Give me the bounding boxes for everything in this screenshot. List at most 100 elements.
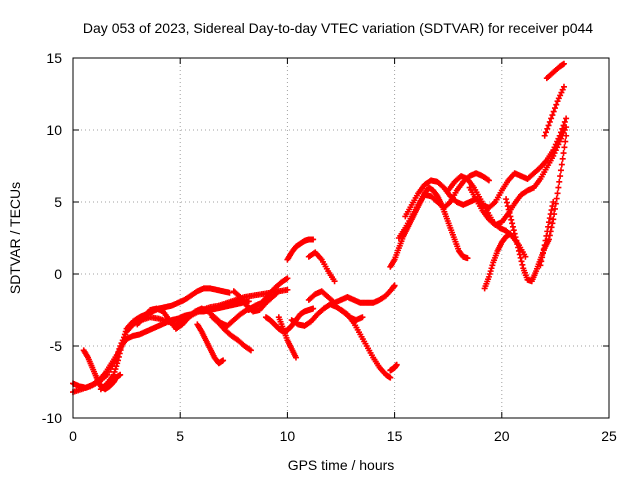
tick-labels: 0 5 10 15 20 25 -10 -5 0 5 10 15 bbox=[42, 50, 617, 444]
data-point bbox=[292, 354, 299, 361]
data-point bbox=[331, 278, 338, 285]
data-point bbox=[245, 298, 252, 305]
data-point bbox=[508, 216, 515, 223]
data-point bbox=[506, 209, 513, 216]
data-point bbox=[122, 328, 129, 335]
data-point bbox=[542, 129, 549, 136]
data-point bbox=[560, 60, 567, 67]
grid-lines bbox=[73, 58, 609, 418]
data-point bbox=[541, 132, 548, 139]
data-point bbox=[387, 374, 394, 381]
data-point bbox=[550, 108, 557, 115]
data-point bbox=[504, 203, 511, 210]
data-point bbox=[115, 353, 122, 360]
data-point bbox=[486, 271, 493, 277]
data-point bbox=[557, 173, 564, 180]
data-point bbox=[553, 195, 560, 202]
data-point bbox=[538, 258, 545, 265]
data-point bbox=[513, 237, 520, 244]
data-point bbox=[112, 366, 119, 373]
data-point bbox=[545, 223, 552, 230]
data-point bbox=[514, 241, 521, 248]
data-point bbox=[117, 347, 124, 354]
data-point bbox=[545, 219, 552, 226]
data-point bbox=[511, 230, 518, 237]
x-tick-label: 10 bbox=[280, 428, 296, 444]
data-point bbox=[488, 265, 495, 272]
data-point bbox=[118, 343, 125, 350]
x-tick-label: 5 bbox=[176, 428, 184, 444]
data-point bbox=[509, 223, 516, 230]
data-point bbox=[510, 227, 517, 234]
data-point bbox=[546, 118, 553, 125]
data-point bbox=[537, 262, 544, 269]
axis-ticks bbox=[72, 57, 610, 419]
y-tick-label: -10 bbox=[42, 410, 62, 426]
data-point bbox=[549, 220, 556, 227]
data-point bbox=[550, 199, 557, 205]
x-tick-label: 20 bbox=[494, 428, 510, 444]
y-tick-label: 15 bbox=[46, 50, 62, 66]
data-point bbox=[512, 234, 519, 241]
data-point bbox=[519, 261, 526, 268]
data-point bbox=[518, 258, 525, 265]
data-point bbox=[548, 207, 555, 214]
x-tick-label: 0 bbox=[69, 428, 77, 444]
data-point bbox=[487, 268, 494, 275]
data-point bbox=[516, 251, 523, 258]
data-point bbox=[113, 363, 120, 370]
data-point bbox=[551, 105, 558, 112]
data-point bbox=[556, 178, 563, 185]
data-point bbox=[393, 361, 400, 368]
data-point bbox=[515, 244, 522, 251]
data-point bbox=[116, 350, 123, 357]
data-point bbox=[114, 360, 121, 367]
data-point bbox=[553, 101, 560, 108]
data-point bbox=[503, 196, 510, 203]
y-tick-label: -5 bbox=[50, 338, 63, 354]
data-point bbox=[284, 275, 291, 282]
data-point bbox=[554, 190, 561, 197]
data-point bbox=[540, 246, 547, 253]
x-axis-label: GPS time / hours bbox=[288, 457, 395, 473]
data-point bbox=[247, 347, 254, 354]
data-point bbox=[111, 368, 118, 375]
data-point bbox=[115, 357, 122, 364]
data-point bbox=[503, 199, 510, 206]
data-point bbox=[548, 115, 555, 122]
plot-frame bbox=[72, 57, 610, 419]
data-point bbox=[547, 211, 554, 218]
data-point bbox=[560, 83, 567, 90]
data-point bbox=[121, 334, 128, 341]
data-point bbox=[539, 254, 546, 261]
data-point bbox=[555, 184, 562, 191]
data-points bbox=[70, 60, 570, 396]
data-point bbox=[550, 216, 557, 223]
data-point bbox=[563, 132, 570, 139]
data-point bbox=[543, 232, 550, 239]
data-point bbox=[542, 237, 549, 244]
data-point bbox=[558, 161, 565, 168]
data-point bbox=[541, 242, 548, 249]
data-point bbox=[522, 253, 529, 260]
data-point bbox=[489, 262, 496, 269]
data-point bbox=[310, 305, 317, 312]
data-point bbox=[515, 247, 522, 254]
y-axis-label: SDTVAR / TECUs bbox=[7, 182, 23, 294]
data-point bbox=[275, 288, 282, 295]
data-point bbox=[562, 138, 569, 145]
data-point bbox=[545, 122, 552, 129]
data-point bbox=[549, 112, 556, 119]
data-point bbox=[546, 215, 553, 222]
chart-title: Day 053 of 2023, Sidereal Day-to-day VTE… bbox=[83, 20, 593, 36]
data-point bbox=[544, 125, 551, 132]
data-point bbox=[517, 254, 524, 261]
data-point bbox=[110, 371, 117, 378]
x-tick-label: 25 bbox=[601, 428, 617, 444]
data-point bbox=[563, 124, 570, 131]
y-tick-label: 5 bbox=[54, 194, 62, 210]
data-point bbox=[561, 144, 568, 151]
data-point bbox=[545, 236, 552, 243]
data-point bbox=[359, 314, 366, 321]
data-point bbox=[539, 250, 546, 257]
